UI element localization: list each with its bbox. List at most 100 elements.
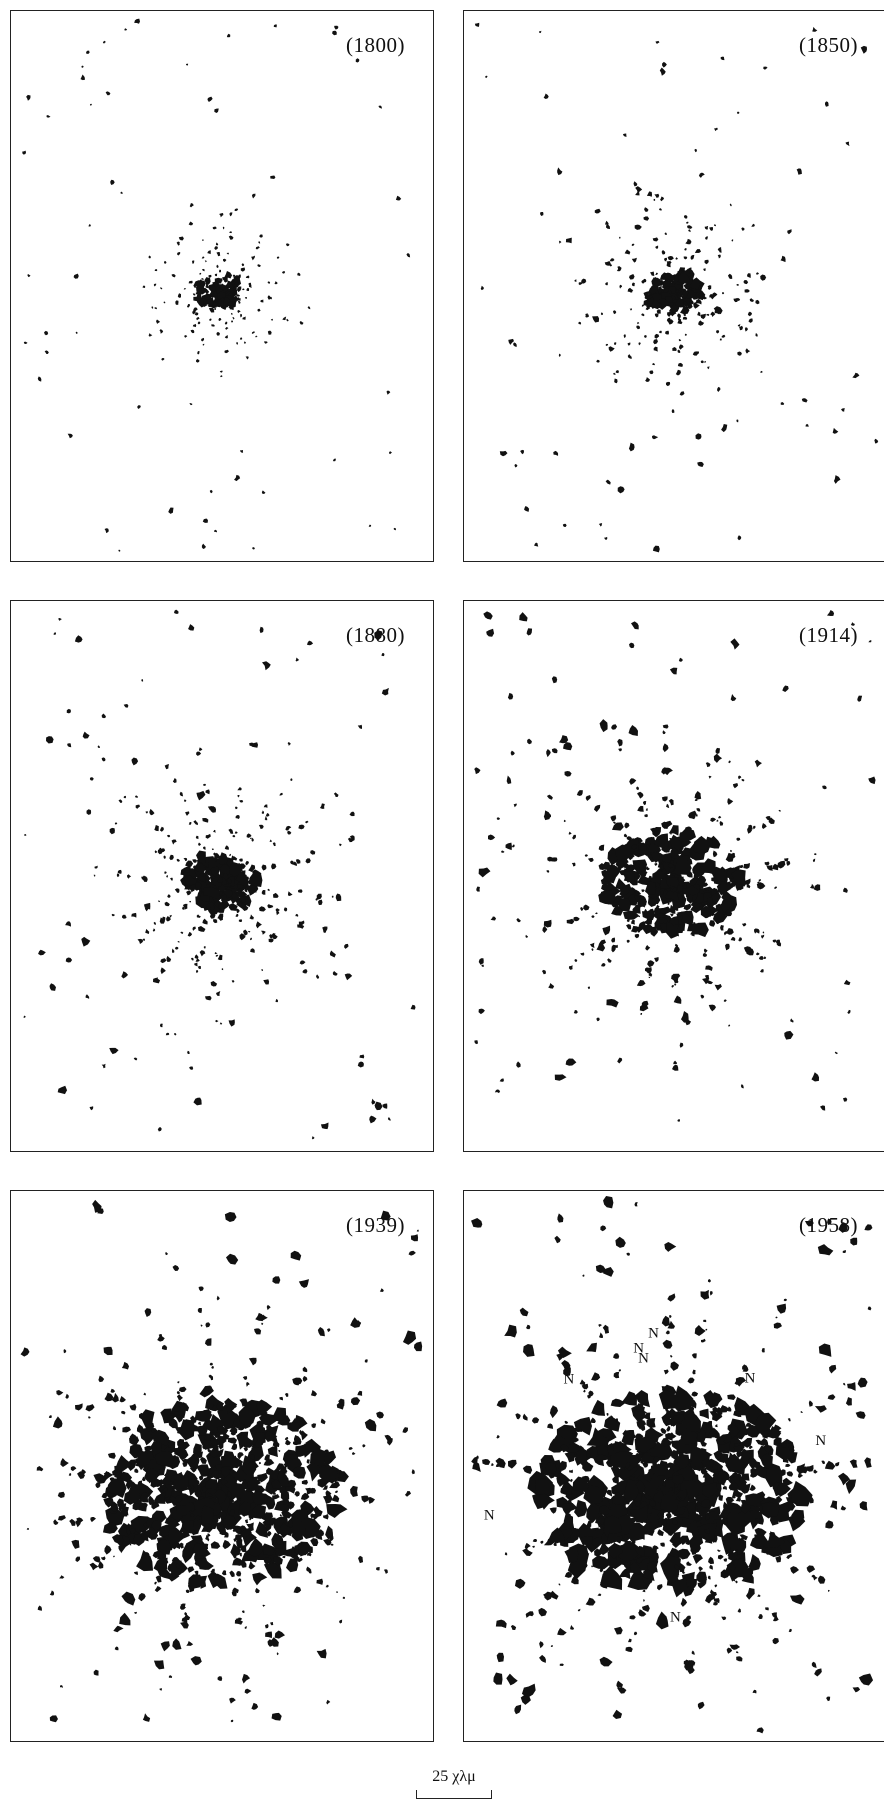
settlement [748,318,753,323]
ribbon-development [713,1598,720,1604]
settlement [120,191,123,194]
ribbon-development [198,747,203,751]
urban-core [228,1509,235,1516]
ribbon-development [234,831,238,834]
settlement [812,26,818,32]
ribbon-development [588,1390,594,1397]
urban-core [709,1564,713,1570]
urban-core [130,1515,152,1534]
settlement [332,458,336,462]
urban-core [605,1489,613,1497]
ribbon-development [304,1492,307,1496]
urban-core [236,1537,244,1550]
ribbon-development [568,831,572,835]
ribbon-development [776,942,782,947]
ribbon-development [665,1330,670,1335]
urban-core [730,1423,740,1439]
urban-core [577,1427,582,1433]
urban-core [280,1491,290,1502]
ribbon-development [315,974,320,979]
settlement [730,638,740,650]
ribbon-development [135,804,141,809]
ribbon-development [235,815,240,819]
ribbon-development [709,293,715,298]
urban-core [677,293,683,299]
ribbon-development [267,888,270,892]
ribbon-development [152,928,156,932]
urban-core [717,881,734,896]
ribbon-development [653,346,658,352]
urban-core [650,851,666,863]
settlement [230,1719,234,1723]
ribbon-development [604,261,611,266]
ribbon-development [813,1469,818,1474]
ribbon-development [362,1444,366,1448]
ribbon-development [643,1598,645,1602]
ribbon-development [641,313,645,317]
urban-core [195,1425,208,1436]
ribbon-development [574,279,577,282]
ribbon-development [655,245,659,249]
ribbon-development [182,906,185,910]
ribbon-development [192,323,197,328]
urban-core [695,298,702,305]
ribbon-development [690,254,695,261]
urban-core [621,1429,635,1446]
settlement [506,775,512,785]
urban-core [195,296,205,306]
settlement [520,449,525,455]
ribbon-development [262,1604,266,1607]
settlement [507,692,514,700]
urban-core [625,1462,631,1469]
ribbon-development [648,972,653,977]
urban-core [235,871,248,888]
ribbon-development [659,208,662,211]
ribbon-development [289,860,294,865]
ribbon-development [595,912,598,915]
settlement [592,316,600,323]
ribbon-development [664,767,673,776]
settlement [714,127,718,132]
ribbon-development [230,1498,234,1503]
urban-core [657,1529,664,1536]
settlement [789,1594,805,1605]
settlement [332,970,338,976]
urban-core [700,858,716,875]
ribbon-development [644,813,648,818]
urban-core [791,1480,813,1507]
ribbon-development [182,903,188,910]
ribbon-development [666,1425,671,1432]
settlement [271,1712,282,1721]
ribbon-development [847,1382,856,1391]
ribbon-development [640,1012,643,1016]
ribbon-development [286,825,292,829]
ribbon-development [655,272,658,275]
settlement [381,687,389,696]
urban-core [560,1443,569,1453]
ribbon-development [339,843,342,847]
urban-core [669,916,679,926]
ribbon-development [682,316,688,320]
ribbon-development [765,816,771,821]
settlement [553,1541,557,1547]
ribbon-development [759,969,764,973]
scale-bar-label: 25 χλμ [432,1768,476,1785]
ribbon-development [261,864,267,871]
urban-core [182,1519,194,1531]
ribbon-development [661,821,668,829]
urban-core [724,1453,746,1476]
urban-core [628,1505,649,1524]
ribbon-development [723,999,727,1003]
ribbon-development [241,263,245,267]
settlement [137,405,141,410]
urban-core [614,1418,619,1422]
urban-core [322,1494,333,1504]
settlement [850,622,855,626]
ribbon-development [232,274,236,277]
ribbon-development [596,359,600,363]
ribbon-development [688,229,691,233]
urban-core [617,898,632,912]
ribbon-development [141,875,148,882]
urban-core [136,1550,154,1572]
year-label-1850: (1850) [799,33,858,57]
